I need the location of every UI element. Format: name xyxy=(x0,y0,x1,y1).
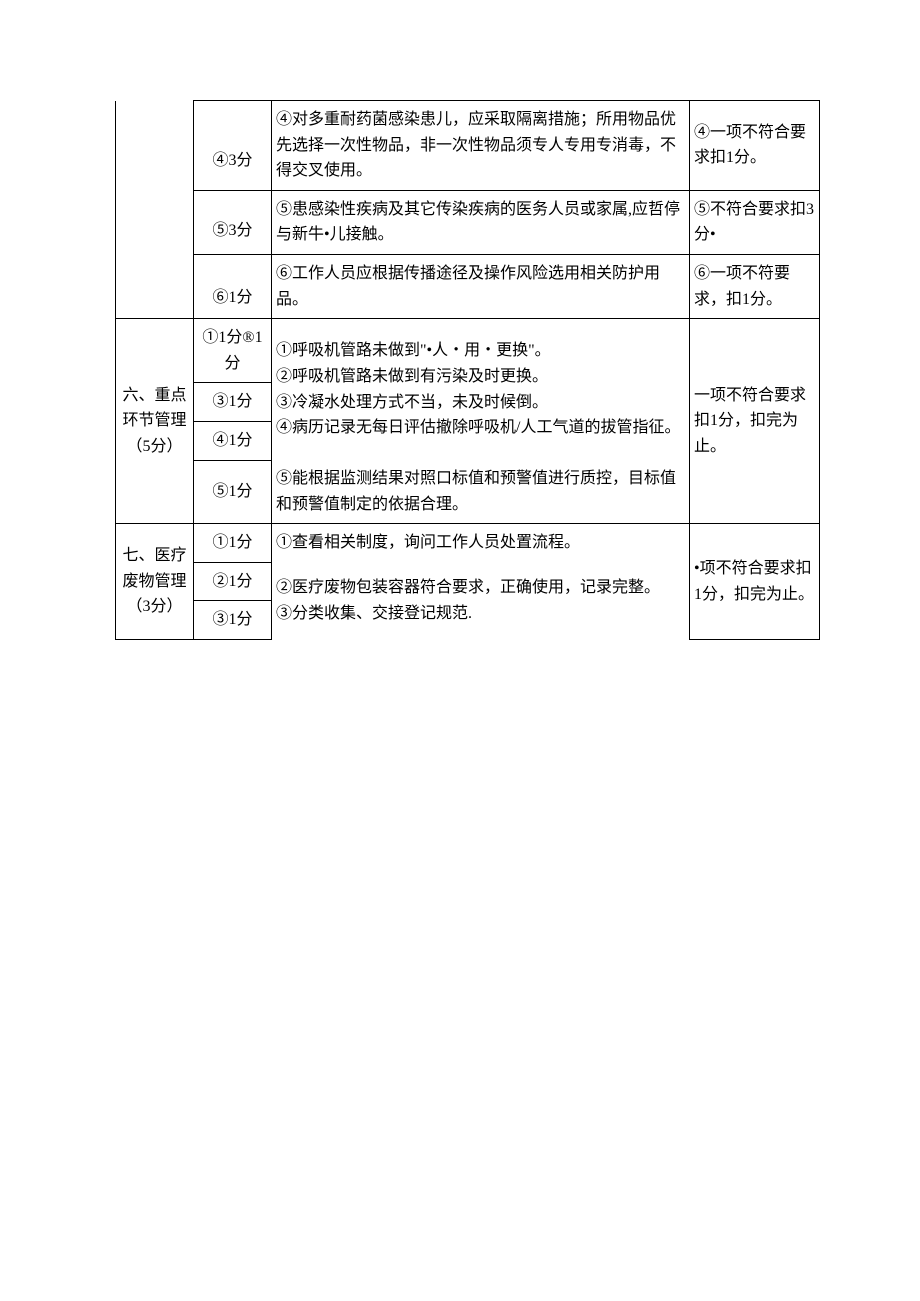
score-cell: ①1分 xyxy=(194,524,272,563)
method-line: ③冷凝水处理方式不当，未及时候倒。 xyxy=(276,390,685,416)
method-cell: ①呼吸机管路未做到"•人・用・更换"。 ②呼吸机管路未做到有污染及时更换。 ③冷… xyxy=(272,319,690,460)
standard-cell: ⑥一项不符要求，扣1分。 xyxy=(690,254,820,318)
assessment-table: ④3分 ④对多重耐药菌感染患儿，应采取隔离措施；所用物品优先选择一次性物品，非一… xyxy=(115,100,820,640)
method-cell: ④对多重耐药菌感染患儿，应采取隔离措施；所用物品优先选择一次性物品，非一次性物品… xyxy=(272,101,690,191)
method-line: ②呼吸机管路未做到有污染及时更换。 xyxy=(276,364,685,390)
method-cell: ②医疗废物包装容器符合要求，正确使用，记录完整。 ③分类收集、交接登记规范. xyxy=(272,562,690,639)
standard-cell: 一项不符合要求扣1分，扣完为止。 xyxy=(690,319,820,524)
score-cell: ③1分 xyxy=(194,383,272,422)
method-cell: ⑤患感染性疾病及其它传染疾病的医务人员或家属,应哲停与新牛•儿接触。 xyxy=(272,190,690,254)
method-line: ②医疗废物包装容器符合要求，正确使用，记录完整。 xyxy=(276,575,685,601)
score-cell: ⑥1分 xyxy=(194,254,272,318)
method-line: ③分类收集、交接登记规范. xyxy=(276,601,685,627)
standard-cell: ④一项不符合要求扣1分。 xyxy=(690,101,820,191)
standard-cell: ⑤不符合要求扣3分• xyxy=(690,190,820,254)
section5-title-cell xyxy=(116,101,194,319)
section6-title: 六、重点环节管理（5分） xyxy=(116,319,194,524)
standard-cell: •项不符合要求扣1分，扣完为止。 xyxy=(690,524,820,640)
section7-title: 七、医疗废物管理（3分） xyxy=(116,524,194,640)
score-cell: ④1分 xyxy=(194,421,272,460)
method-line: ④病历记录无每日评估撤除呼吸机/人工气道的拔管指征。 xyxy=(276,415,685,441)
score-cell: ①1分®1分 xyxy=(194,319,272,383)
method-cell: ⑥工作人员应根据传播途径及操作风险选用相关防护用品。 xyxy=(272,254,690,318)
score-cell: ③1分 xyxy=(194,601,272,640)
method-cell: ①查看相关制度，询问工作人员处置流程。 xyxy=(272,524,690,563)
method-cell: ⑤能根据监测结果对照口标值和预警值进行质控，目标值和预警值制定的依据合理。 xyxy=(272,460,690,524)
method-line: ①呼吸机管路未做到"•人・用・更换"。 xyxy=(276,338,685,364)
score-cell: ②1分 xyxy=(194,562,272,601)
score-cell: ⑤3分 xyxy=(194,190,272,254)
score-cell: ⑤1分 xyxy=(194,460,272,524)
score-cell: ④3分 xyxy=(194,101,272,191)
